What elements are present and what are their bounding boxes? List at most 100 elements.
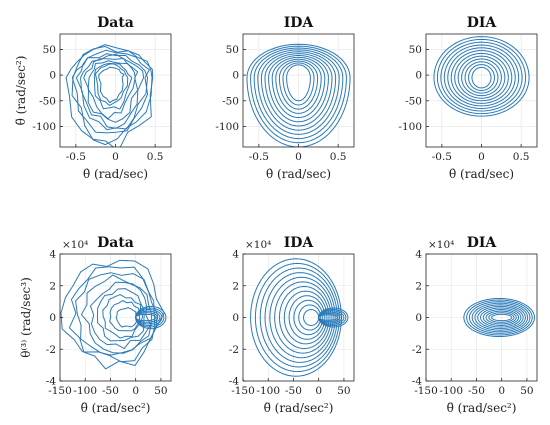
series-group (246, 43, 351, 147)
y-tick-label: 0 (415, 70, 422, 82)
y-tick-label: 0 (415, 312, 422, 324)
series-loop-7 (75, 272, 158, 356)
panel-5: -150 -100 -50 0 50 -4 -2 0 2 4 ×10⁴ IDA θ̈ (rad/sec²… (229, 235, 355, 415)
y-multiplier: ×10⁴ (428, 239, 454, 251)
series-loop-6 (80, 274, 153, 354)
series-loop-3 (293, 299, 324, 336)
series-loop-5 (283, 290, 328, 345)
series-loop-5 (457, 55, 506, 99)
series-loop-1 (115, 307, 138, 328)
series-loop-6 (80, 53, 145, 129)
chart-title: IDA (284, 15, 315, 31)
series-loop-1 (98, 66, 125, 104)
series-loop-1 (491, 313, 513, 322)
y-tick-label: -2 (229, 344, 239, 356)
y-tick-label: 50 (43, 44, 56, 56)
y-tick-label: 0 (232, 312, 239, 324)
series-loop-5 (271, 56, 326, 119)
y-tick-label: 2 (232, 280, 239, 292)
y-tick-label: -100 (398, 121, 422, 133)
series-loop-1 (471, 66, 492, 89)
x-tick-label: 50 (154, 385, 167, 397)
series-loop-10 (65, 44, 154, 147)
x-tick-label: -50 (285, 385, 302, 397)
series-loop-4 (87, 60, 136, 120)
chart-title: DIA (467, 235, 498, 251)
x-tick-label: -0.5 (432, 151, 452, 163)
y-tick-label: -2 (412, 344, 422, 356)
x-tick-label: -150 (48, 385, 72, 397)
series-loop-10 (466, 299, 533, 336)
y-tick-label: -50 (39, 95, 56, 107)
x-tick-label: -100 (256, 385, 280, 397)
x-tick-label: -100 (439, 385, 463, 397)
y-tick-label: -4 (46, 376, 57, 388)
series-loop-5 (479, 307, 522, 328)
y-tick-label: -4 (229, 376, 240, 388)
y-tick-label: 2 (49, 280, 56, 292)
series-loop-8 (68, 266, 156, 363)
x-tick-label: -100 (73, 385, 97, 397)
x-tick-label: -150 (414, 385, 438, 397)
panel-3: -0.5 0 0.5 -100 -50 0 50 DIA θ̇ (rad/sec) (398, 15, 538, 181)
series-group (463, 297, 535, 338)
series-loop-10 (259, 267, 338, 368)
series-loop-5 (83, 57, 139, 123)
y-tick-label: -2 (46, 344, 56, 356)
series-loop-2 (488, 312, 515, 323)
series-loop-9 (71, 45, 153, 146)
series-loop-7 (75, 53, 149, 131)
series-loop-1 (303, 309, 320, 326)
x-tick-label: 50 (520, 385, 533, 397)
y-tick-label: -50 (405, 95, 422, 107)
series-loop-9 (468, 301, 531, 334)
y-tick-label: 4 (49, 249, 56, 261)
series-loop-5 (89, 281, 152, 350)
series-loop-4 (288, 295, 326, 340)
series-loop-6 (268, 54, 329, 123)
series-loop-8 (471, 302, 529, 333)
y-tick-label: 50 (226, 44, 239, 56)
panel-2: -0.5 0 0.5 -100 -50 0 50 IDA θ̇ (rad/sec) (215, 15, 355, 181)
series-loop-3 (485, 310, 517, 325)
x-axis-label: θ̈ (rad/sec²) (447, 401, 517, 415)
series-loop-7 (450, 50, 513, 104)
x-tick-label: 0.5 (330, 151, 347, 163)
series-loop-7 (264, 53, 333, 127)
y-tick-label: -100 (215, 121, 239, 133)
y-tick-label: -4 (412, 376, 423, 388)
series-loop-4 (275, 58, 322, 114)
series-group (433, 36, 530, 117)
series-loop-8 (447, 47, 516, 107)
panel-4: -150 -100 -50 0 50 -4 -2 0 2 4 ×10⁴ Data θ̈ (rad/sec… (19, 235, 172, 415)
y-axis-label: θ⁽³⁾ (rad/sec³) (19, 277, 33, 358)
chart-title: IDA (284, 235, 315, 251)
series-loop-8 (260, 51, 337, 131)
y-tick-label: 0 (232, 70, 239, 82)
series-loop-9 (264, 272, 336, 363)
series-loop-3 (464, 61, 499, 94)
series-loop-6 (278, 285, 330, 350)
series-loop-8 (269, 276, 334, 359)
x-tick-label: 0.5 (147, 151, 164, 163)
y-tick-label: 4 (232, 249, 239, 261)
y-tick-label: 2 (415, 280, 422, 292)
series-loop-9 (443, 44, 520, 109)
series-loop-3 (102, 294, 144, 339)
x-tick-label: 50 (337, 385, 350, 397)
series-loop-11 (250, 45, 347, 144)
series-loop-7 (274, 281, 332, 354)
series-loop-2 (109, 300, 141, 332)
y-tick-label: 0 (49, 70, 56, 82)
x-tick-label: 0 (132, 385, 139, 397)
series-loop-12 (250, 258, 342, 377)
series-tail-6 (318, 314, 339, 321)
series-loop-7 (474, 304, 526, 331)
series-loop-3 (278, 60, 319, 110)
series-loop-11 (463, 297, 535, 338)
series-loop-1 (286, 64, 311, 102)
series-loop-9 (257, 49, 340, 135)
series-loop-4 (482, 309, 520, 326)
x-tick-label: -0.5 (249, 151, 269, 163)
